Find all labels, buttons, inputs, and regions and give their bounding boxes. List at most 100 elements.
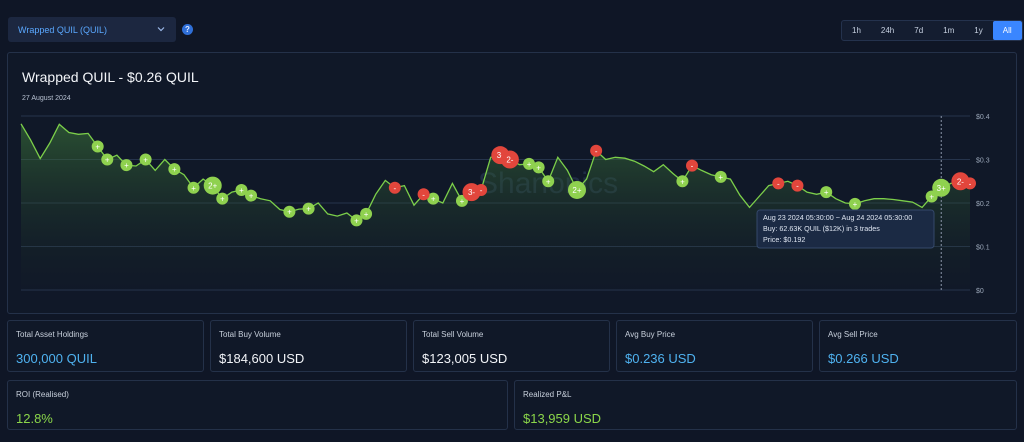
buy-marker[interactable]: 3+	[932, 178, 951, 197]
time-range-1h[interactable]: 1h	[852, 26, 861, 35]
buy-marker[interactable]: +	[120, 159, 133, 172]
buy-marker[interactable]: +	[542, 175, 555, 188]
time-range-1m[interactable]: 1m	[943, 26, 955, 35]
token-selector[interactable]: Wrapped QUIL (QUIL)	[8, 17, 176, 42]
sell-marker[interactable]: 2-	[500, 150, 519, 169]
buy-marker[interactable]: +	[283, 205, 296, 218]
total-asset-holdings-label: Total Asset Holdings	[16, 330, 89, 339]
buy-marker-dot	[187, 181, 200, 194]
buy-marker-label: +	[354, 216, 359, 225]
buy-marker[interactable]: +	[216, 192, 229, 205]
buy-marker-dot	[360, 207, 373, 220]
sell-marker[interactable]: -	[791, 179, 804, 192]
buy-marker[interactable]: +	[532, 161, 545, 174]
buy-marker-dot	[139, 153, 152, 166]
avg-buy-price-value: $0.236 USD	[625, 351, 696, 366]
buy-marker-dot	[523, 157, 536, 170]
buy-marker[interactable]: +	[101, 153, 114, 166]
buy-marker[interactable]: +	[302, 202, 315, 215]
buy-marker[interactable]: +	[714, 170, 727, 183]
buy-marker-label: 2+	[572, 186, 581, 195]
sell-marker-label: 2-	[506, 156, 513, 165]
y-tick-label: $0.3	[976, 158, 990, 165]
time-range-24h[interactable]: 24h	[880, 26, 895, 35]
sell-marker[interactable]: -	[590, 144, 603, 157]
sell-marker-label: -	[595, 147, 598, 156]
buy-marker[interactable]: 2+	[567, 180, 586, 199]
total-buy-volume-value: $184,600 USD	[219, 351, 305, 366]
y-tick-label: $0.4	[976, 114, 990, 121]
buy-marker-label: +	[527, 160, 532, 169]
buy-marker[interactable]: +	[91, 140, 104, 153]
roi-realised-label: ROI (Realised)	[16, 390, 69, 399]
sell-marker[interactable]: -	[964, 177, 976, 190]
buy-marker[interactable]: +	[139, 153, 152, 166]
buy-marker[interactable]: 2+	[203, 176, 222, 195]
buy-marker-dot	[350, 214, 363, 227]
buy-marker[interactable]: +	[168, 163, 181, 176]
buy-marker-dot	[542, 175, 555, 188]
buy-marker-dot	[203, 176, 222, 195]
buy-marker[interactable]: +	[676, 175, 689, 188]
total-asset-holdings-card: Total Asset Holdings 300,000 QUIL	[7, 320, 204, 372]
sell-marker-label: -	[480, 186, 483, 195]
total-buy-volume-card: Total Buy Volume $184,600 USD	[210, 320, 407, 372]
buy-marker-label: 3+	[937, 184, 946, 193]
buy-marker[interactable]: +	[187, 181, 200, 194]
total-sell-volume-label: Total Sell Volume	[422, 330, 484, 339]
buy-marker[interactable]: +	[235, 183, 248, 196]
buy-marker[interactable]: +	[350, 214, 363, 227]
chart-title: Wrapped QUIL - $0.26 QUIL	[22, 69, 199, 85]
time-range-all[interactable]: All	[992, 21, 1022, 40]
price-chart-panel: $0.4$0.3$0.2$0.1$0Shanonics++++++2++++++…	[7, 52, 1017, 314]
chevron-down-icon	[157, 27, 165, 32]
realized-pnl-label: Realized P&L	[523, 390, 572, 399]
sell-marker[interactable]: -	[417, 188, 430, 201]
roi-realised-value: 12.8%	[16, 411, 53, 426]
buy-marker-label: +	[306, 205, 311, 214]
y-tick-label: $0	[976, 288, 984, 295]
sell-marker-dot	[590, 144, 603, 157]
sell-marker-label: -	[422, 190, 425, 199]
sell-marker[interactable]: -	[475, 183, 488, 196]
buy-marker[interactable]: +	[245, 189, 258, 202]
tooltip-line2: Buy: 62.63K QUIL ($12K) in 3 trades	[763, 224, 880, 233]
buy-marker-dot	[932, 178, 951, 197]
sell-marker-dot	[686, 159, 699, 172]
sell-marker[interactable]: -	[772, 177, 785, 190]
buy-marker[interactable]: +	[820, 186, 833, 199]
buy-marker-label: +	[680, 177, 685, 186]
token-selector-label: Wrapped QUIL (QUIL)	[18, 24, 108, 35]
total-asset-holdings-value: 300,000 QUIL	[16, 351, 97, 366]
buy-marker-label: 2+	[208, 182, 217, 191]
price-chart[interactable]: $0.4$0.3$0.2$0.1$0Shanonics++++++2++++++…	[8, 53, 1018, 315]
buy-marker-label: +	[239, 186, 244, 195]
top-bar: Wrapped QUIL (QUIL) ? 1h 24h 7d 1m 1y All	[0, 0, 1024, 50]
help-icon[interactable]: ?	[182, 24, 193, 35]
sell-marker-label: 3-	[468, 188, 475, 197]
buy-marker-label: +	[287, 208, 292, 217]
buy-marker-dot	[532, 161, 545, 174]
buy-marker-label: +	[824, 188, 829, 197]
buy-marker[interactable]: +	[360, 207, 373, 220]
sell-marker-dot	[772, 177, 785, 190]
sell-marker-label: -	[969, 179, 972, 188]
buy-marker[interactable]: +	[427, 192, 440, 205]
sell-marker-dot	[475, 183, 488, 196]
sell-marker[interactable]: -	[686, 159, 699, 172]
buy-marker[interactable]: +	[523, 157, 536, 170]
buy-marker[interactable]: +	[848, 197, 861, 210]
tooltip-line1: Aug 23 2024 05:30:00 ~ Aug 24 2024 05:30…	[763, 213, 912, 222]
buy-marker-dot	[567, 180, 586, 199]
buy-marker-label: +	[143, 156, 148, 165]
buy-marker-dot	[120, 159, 133, 172]
time-range-1y[interactable]: 1y	[974, 26, 983, 35]
roi-realised-card: ROI (Realised) 12.8%	[7, 380, 508, 430]
time-range-7d[interactable]: 7d	[914, 26, 924, 35]
buy-marker-label: +	[220, 195, 225, 204]
buy-marker-label: +	[95, 142, 100, 151]
sell-marker[interactable]: -	[388, 181, 401, 194]
sell-marker-dot	[417, 188, 430, 201]
sell-marker-label: 2-	[957, 177, 964, 186]
sell-marker-label: -	[394, 184, 397, 193]
